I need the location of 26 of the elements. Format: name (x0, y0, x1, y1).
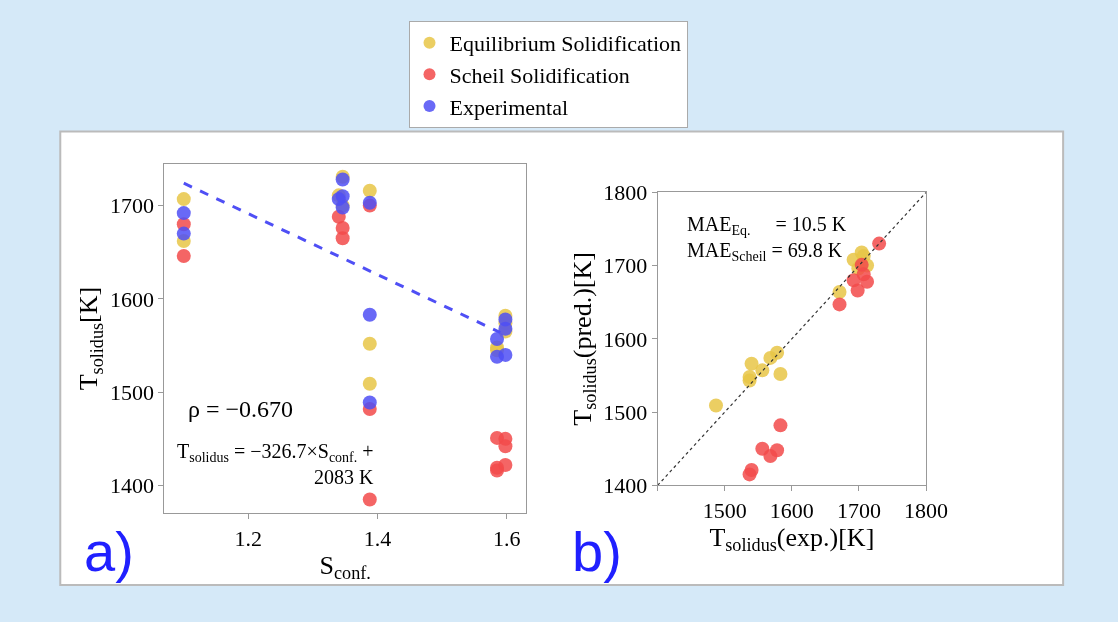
x-axis-title: T$_{solidus}$(exp.)[K] (709, 522, 875, 556)
y-tick-label: 1700 (603, 253, 648, 279)
x-tick-label: 1.4 (363, 525, 392, 551)
legend-label: Equilibrium Solidification (449, 31, 682, 57)
y-tick-label: 1700 (110, 193, 154, 219)
x-tick-label: 1500 (702, 497, 747, 523)
x-tick-label: 1.6 (492, 525, 521, 551)
x-tick-label: 1800 (904, 497, 949, 523)
y-tick-label: 1600 (110, 286, 154, 312)
y-tick-label: 1400 (603, 473, 648, 499)
y-tick-label: 1400 (110, 473, 154, 499)
y-tick-label: 1500 (603, 399, 648, 425)
annotation: T$_{solidus}$ = −326.7×S$_{conf.}$ + 2083 K (177, 440, 375, 488)
y-tick-label: 1600 (603, 326, 648, 352)
x-tick-label: 1.2 (234, 525, 263, 551)
text: b) (572, 520, 622, 583)
annotation: ρ = −0.670 (188, 396, 294, 422)
text: MAE$_{Eq.}$ = 10.5 K MAE$_{Scheil}$ = 69.8 K (687, 213, 847, 265)
y-tick-label: 1500 (110, 379, 154, 405)
legend-label: Scheil Solidification (449, 62, 630, 88)
x-tick-label: 1600 (769, 497, 814, 523)
y-tick-label: 1800 (603, 179, 648, 205)
text: a) (84, 520, 134, 583)
x-axis-title: S$_{conf.}$ (319, 550, 371, 584)
legend-label: Experimental (449, 94, 569, 120)
x-tick-label: 1700 (836, 497, 881, 523)
